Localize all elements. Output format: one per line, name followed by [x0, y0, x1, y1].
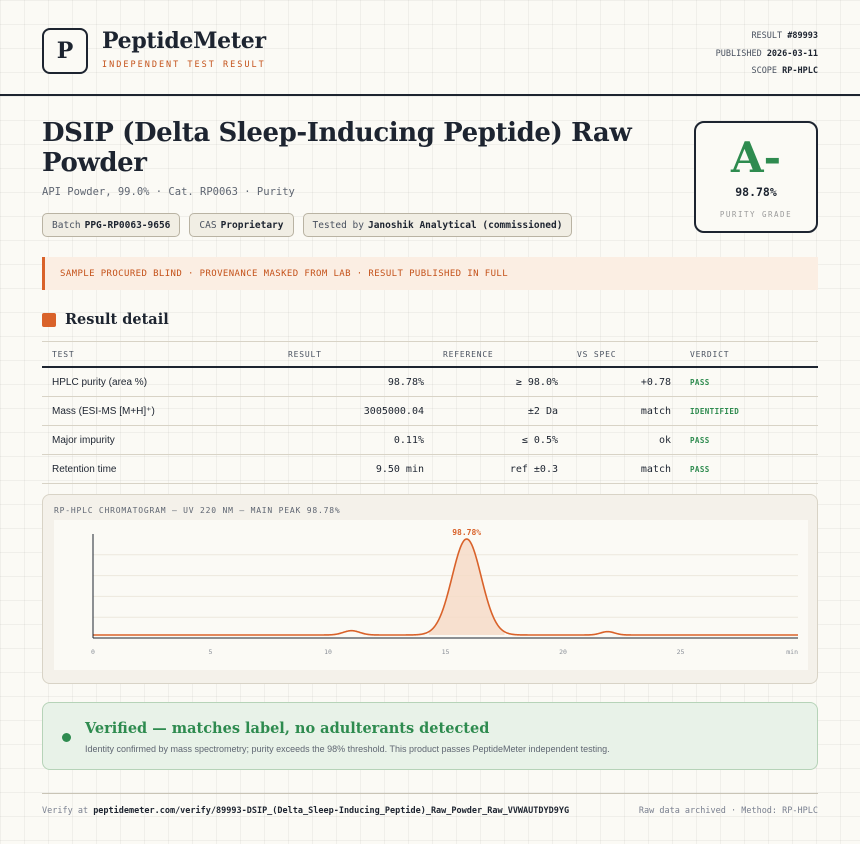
cell-vs-spec: match [640, 464, 671, 475]
cell-test: Mass (ESI-MS [M+H]⁺) [52, 406, 155, 417]
cell-reference: ≤ 0.5% [521, 435, 558, 446]
brand-tagline: INDEPENDENT TEST RESULT [102, 60, 266, 70]
footer: Verify at peptidemeter.com/verify/89993-… [42, 793, 818, 816]
chromatogram-title: RP-HPLC CHROMATOGRAM — UV 220 NM — MAIN … [54, 506, 341, 515]
tested-by-chip: Tested by Janoshik Analytical (commission… [302, 213, 573, 237]
x-tick-label: 10 [324, 648, 332, 656]
cell-result: 3005000.04 [363, 406, 424, 417]
cell-test: HPLC purity (area %) [52, 377, 148, 388]
cell-result: 9.50 min [375, 464, 424, 475]
table-row: Mass (ESI-MS [M+H]⁺) 3005000.04 ±2 Da ma… [42, 397, 818, 426]
peak-label: 98.78% [452, 528, 481, 537]
th-verdict: VERDICT [690, 350, 730, 359]
scope-value: RP-HPLC [782, 66, 818, 76]
table-row: Major impurity 0.11% ≤ 0.5% ok PASS [42, 426, 818, 455]
verdict-badge: PASS [690, 378, 710, 387]
cell-reference: ≥ 98.0% [515, 377, 558, 388]
batch-chip: Batch PPG-RP0063-9656 [42, 213, 181, 237]
x-tick-label: 25 [677, 648, 685, 656]
meta-scope: SCOPE RP-HPLC [751, 66, 818, 76]
published-date: 2026-03-11 [766, 48, 818, 59]
cell-result: 0.11% [393, 435, 424, 446]
table-header: TEST RESULT REFERENCE VS SPEC VERDICT [42, 341, 818, 368]
cas-chip: CAS Proprietary [189, 213, 294, 237]
purity-grade-card: A- 98.78% PURITY GRADE [694, 121, 818, 233]
cell-test: Retention time [52, 464, 117, 475]
verified-banner: Verified — matches label, no adulterants… [42, 702, 818, 770]
logo[interactable]: P [42, 28, 88, 74]
verify-line: Verify at peptidemeter.com/verify/89993-… [42, 806, 570, 816]
th-result: RESULT [288, 350, 322, 359]
grade-label: PURITY GRADE [719, 210, 793, 219]
result-meta: RESULT #89993 PUBLISHED 2026-03-11 SCOPE… [716, 28, 818, 81]
chromatogram-trace [93, 538, 798, 636]
procurement-notice: SAMPLE PROCURED BLIND · PROVENANCE MASKE… [42, 257, 818, 290]
meta-published: PUBLISHED 2026-03-11 [715, 48, 818, 59]
th-test: TEST [52, 350, 75, 359]
table-row: HPLC purity (area %) 98.78% ≥ 98.0% +0.7… [42, 368, 818, 397]
cell-vs-spec: match [640, 406, 671, 417]
cell-vs-spec: ok [658, 435, 671, 446]
verified-dot-icon [62, 733, 71, 742]
section-square-icon [42, 313, 56, 327]
main-peak-area [428, 539, 505, 635]
grade-letter: A- [730, 133, 782, 182]
header: P PeptideMeter INDEPENDENT TEST RESULT R… [0, 0, 860, 96]
cell-result: 98.78% [387, 377, 424, 388]
chromatogram-plot: 0 5 10 15 20 25 min 98.78% [54, 520, 808, 670]
product-subtitle: API Powder, 99.0% · Cat. RP0063 · Purity [42, 186, 295, 198]
verify-link[interactable]: peptidemeter.com/verify/89993-DSIP_(Delt… [93, 806, 570, 816]
th-reference: REFERENCE [443, 350, 494, 359]
cell-reference: ±2 Da [527, 406, 558, 417]
meta-result: RESULT #89993 [751, 31, 818, 41]
product-title: DSIP (Delta Sleep-Inducing Peptide) Raw … [42, 118, 632, 178]
verified-title: Verified — matches label, no adulterants… [85, 720, 490, 737]
cell-reference: ref ±0.3 [509, 464, 558, 475]
cell-test: Major impurity [52, 435, 115, 446]
table-row: Retention time 9.50 min ref ±0.3 match P… [42, 455, 818, 484]
th-vs-spec: VS SPEC [577, 350, 617, 359]
verdict-badge: PASS [690, 465, 710, 474]
x-tick-label: min [786, 648, 798, 656]
x-tick-label: 15 [442, 648, 450, 656]
grade-value: 98.78% [735, 185, 777, 199]
verified-description: Identity confirmed by mass spectrometry;… [85, 744, 610, 754]
x-tick-label: 5 [209, 648, 213, 656]
product-chips: Batch PPG-RP0063-9656 CAS Proprietary Test… [42, 213, 573, 237]
result-id: #89993 [787, 31, 818, 41]
x-tick-label: 0 [91, 648, 95, 656]
verdict-badge: IDENTIFIED [690, 407, 740, 416]
verdict-badge: PASS [690, 436, 710, 445]
chromatogram-svg: 0 5 10 15 20 25 min 98.78% [91, 528, 798, 656]
x-tick-label: 20 [559, 648, 567, 656]
result-table: TEST RESULT REFERENCE VS SPEC VERDICT HP… [42, 341, 818, 484]
cell-vs-spec: +0.78 [640, 377, 671, 388]
footer-method: Raw data archived · Method: RP-HPLC [638, 806, 818, 816]
section-title: Result detail [65, 311, 169, 328]
brand-name[interactable]: PeptideMeter [102, 28, 266, 54]
chromatogram-card: RP-HPLC CHROMATOGRAM — UV 220 NM — MAIN … [42, 494, 818, 684]
